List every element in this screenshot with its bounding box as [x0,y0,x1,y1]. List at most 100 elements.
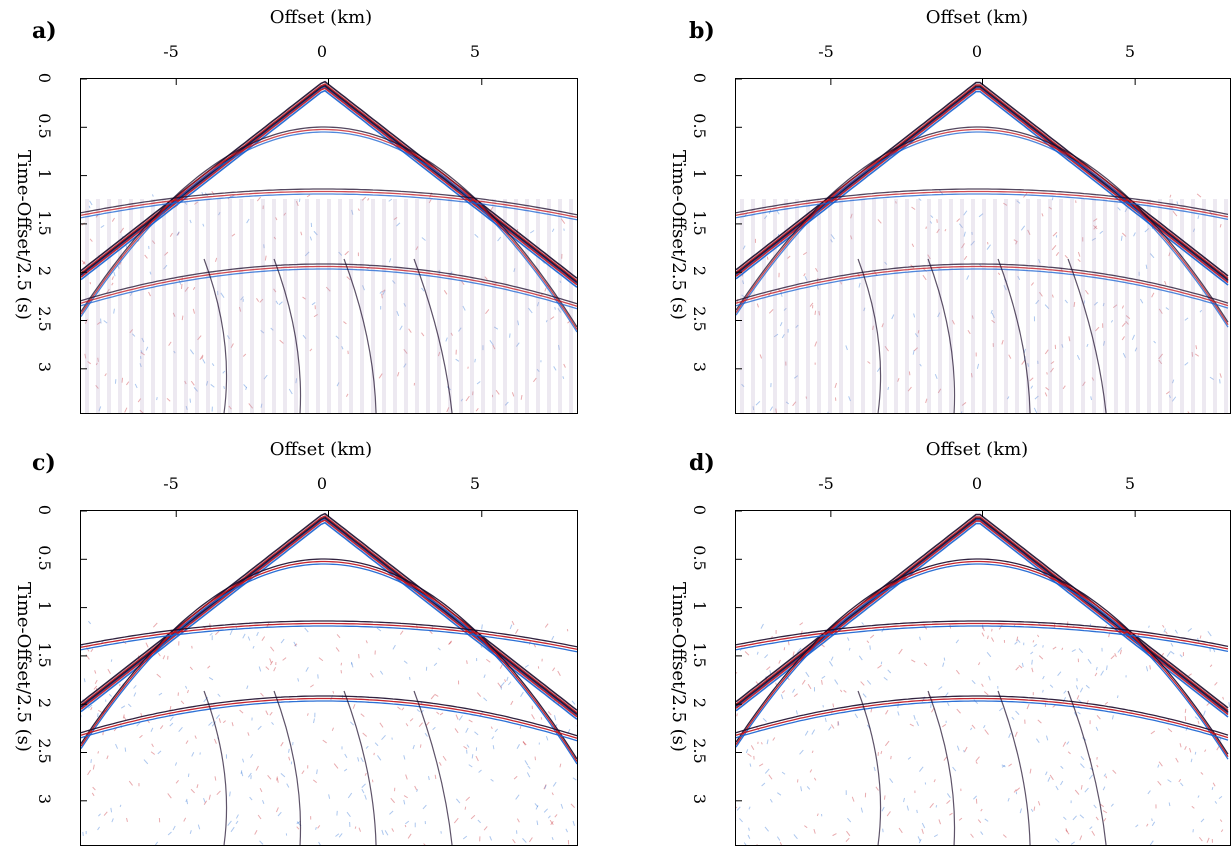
x-axis-title: Offset (km) [171,7,471,28]
noise-wavelet [806,672,809,677]
reflection-event [81,562,577,762]
noise-wavelet [992,629,993,632]
trace-column [1103,199,1107,413]
noise-wavelet [427,722,430,725]
noise-wavelet [1219,796,1222,798]
noise-wavelet [1195,752,1196,755]
noise-wavelet [343,322,346,324]
noise-wavelet [936,805,937,807]
noise-wavelet [1176,758,1179,762]
noise-wavelet [767,257,768,260]
noise-wavelet [187,800,188,804]
noise-wavelet [522,838,526,842]
noise-wavelet [924,663,927,666]
trace-column [173,199,177,413]
noise-wavelet [146,643,148,648]
noise-wavelet [1122,306,1123,309]
noise-wavelet [1046,772,1048,775]
noise-wavelet [467,745,469,748]
noise-wavelet [964,750,965,752]
x-tick-label: 5 [1125,42,1135,61]
trace-column [261,199,265,413]
noise-wavelet [410,718,413,721]
y-tick-label: 1 [690,601,709,611]
noise-wavelet [358,209,359,211]
noise-wavelet [1166,308,1169,310]
noise-wavelet [280,340,284,343]
reflection-event [81,564,577,764]
noise-wavelet [912,244,914,247]
noise-wavelet [281,742,283,746]
noise-wavelet [108,669,111,674]
noise-wavelet [945,229,946,231]
noise-wavelet [446,338,448,342]
noise-wavelet [400,631,403,635]
noise-wavelet [361,758,363,762]
noise-wavelet [978,820,981,823]
noise-wavelet [957,219,960,222]
noise-wavelet [1019,665,1022,668]
noise-wavelet [505,679,506,682]
noise-wavelet [456,799,460,803]
noise-wavelet [898,703,899,707]
noise-wavelet [757,652,758,655]
noise-wavelet [1072,650,1076,652]
noise-wavelet [987,242,988,244]
noise-wavelet [1033,640,1034,642]
noise-wavelet [122,378,123,383]
noise-wavelet [945,693,948,697]
noise-wavelet [203,224,204,227]
noise-wavelet [1100,231,1103,234]
noise-wavelet [289,757,290,761]
noise-wavelet [1012,717,1014,719]
noise-wavelet [1020,808,1021,813]
noise-wavelet [216,715,219,719]
noise-wavelet [429,776,430,780]
noise-wavelet [469,765,473,767]
noise-wavelet [422,238,426,241]
noise-wavelet [782,691,784,693]
noise-wavelet [443,756,446,761]
noise-wavelet [236,821,238,824]
noise-wavelet [1015,732,1017,737]
noise-wavelet [168,793,172,798]
noise-wavelet [198,825,199,830]
noise-wavelet [190,830,191,834]
noise-wavelet [425,733,427,736]
noise-wavelet [434,663,437,666]
noise-wavelet [111,808,112,812]
trace-column [1202,199,1206,413]
noise-wavelet [1104,818,1106,821]
noise-wavelet [1165,281,1166,285]
trace-column [1092,199,1096,413]
noise-wavelet [175,762,176,765]
noise-wavelet [299,199,300,202]
noise-wavelet [1092,831,1095,836]
noise-wavelet [1111,320,1112,322]
noise-wavelet [874,767,875,771]
noise-wavelet [1096,727,1098,731]
noise-wavelet [794,834,798,838]
noise-wavelet [215,258,216,262]
noise-wavelet [1180,743,1181,747]
noise-wavelet [145,255,148,259]
noise-wavelet [83,832,84,836]
noise-wavelet [404,755,405,759]
noise-wavelet [86,655,89,660]
diffraction-event [858,691,881,845]
y-tick-label: 0.5 [35,545,54,570]
noise-wavelet [365,795,367,800]
noise-wavelet [1134,233,1136,237]
noise-wavelet [479,770,482,773]
noise-wavelet [804,273,806,276]
noise-wavelet [878,219,881,223]
noise-wavelet [435,775,436,779]
noise-wavelet [413,745,414,749]
noise-wavelet [888,670,891,673]
noise-wavelet [456,715,458,720]
noise-wavelet [944,757,947,761]
diffraction-event [998,691,1030,845]
noise-wavelet [305,628,309,632]
noise-wavelet [1071,842,1074,845]
noise-wavelet [333,691,334,694]
